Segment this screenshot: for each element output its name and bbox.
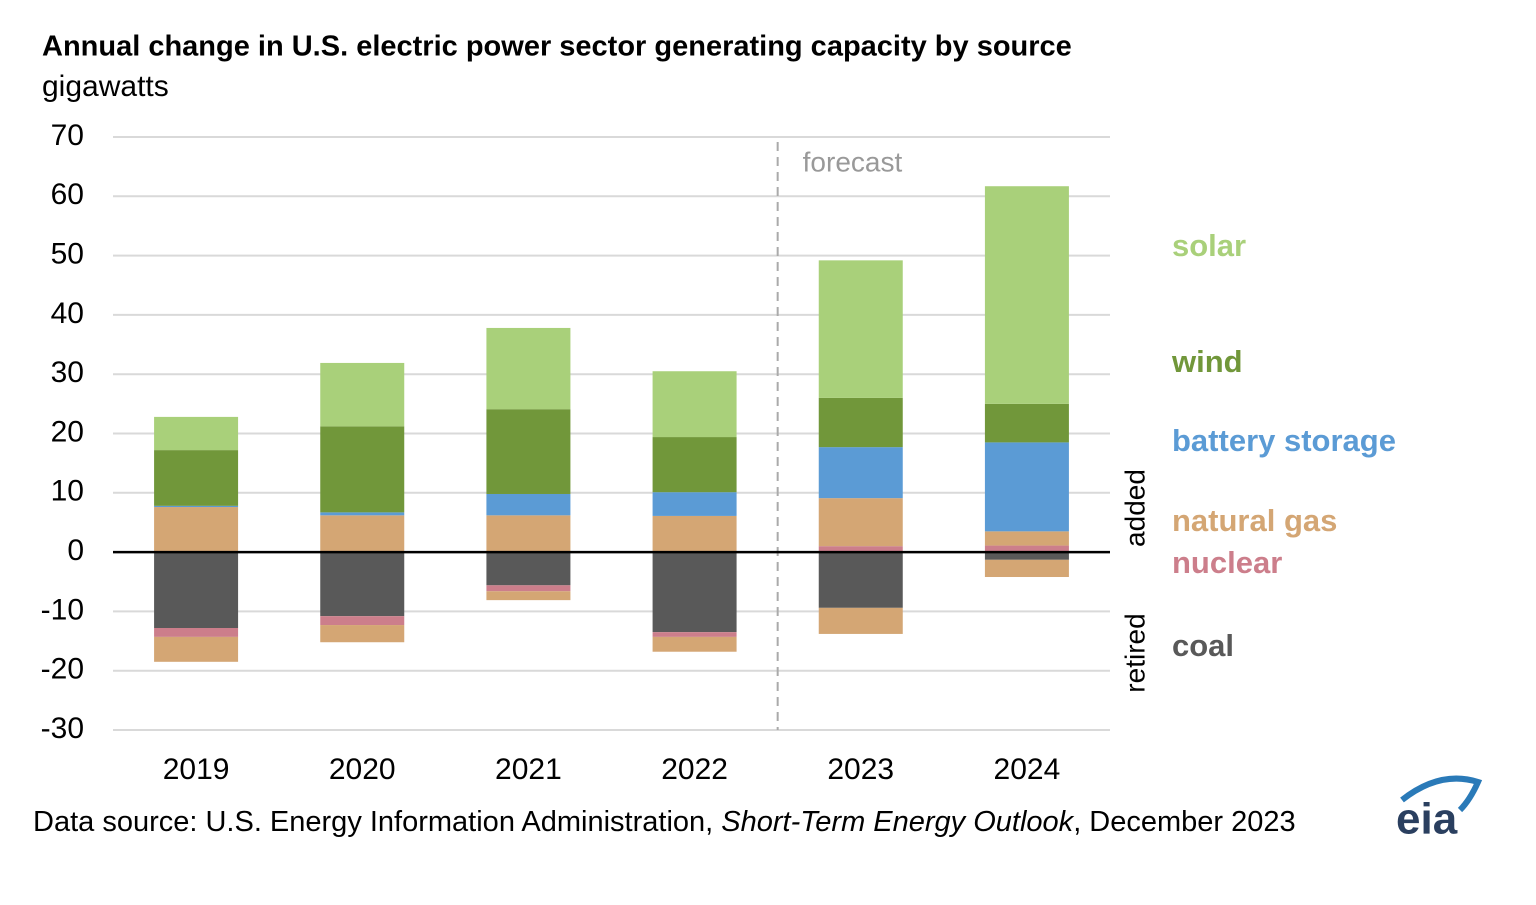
bar-segment	[154, 507, 239, 553]
logo: eia	[1396, 795, 1458, 844]
y-tick-label: 20	[51, 415, 84, 448]
bar-segment	[818, 397, 903, 448]
chart-subtitle: gigawatts	[42, 70, 169, 103]
y-tick-label: 30	[51, 356, 84, 389]
bar-segment	[154, 505, 239, 508]
forecast-label: forecast	[803, 146, 903, 177]
legend-label: solar	[1172, 228, 1246, 263]
x-tick-label: 2020	[329, 753, 396, 786]
legend-label: coal	[1172, 628, 1234, 663]
y-tick-label: -10	[41, 593, 84, 626]
bar-segment	[652, 437, 737, 493]
bar-segment	[984, 559, 1069, 578]
bar-segment	[984, 403, 1069, 443]
bar-segment	[652, 371, 737, 438]
bar-segment	[652, 552, 737, 633]
bar-segment	[154, 636, 239, 662]
bar-segment	[486, 585, 571, 592]
bar-segment	[320, 426, 405, 513]
x-tick-label: 2022	[661, 753, 728, 786]
bar-segment	[486, 493, 571, 516]
bar-segment	[320, 512, 405, 516]
x-tick-label: 2019	[163, 753, 230, 786]
bar-segment	[984, 186, 1069, 404]
bar-segment	[154, 450, 239, 506]
bar-segment	[486, 327, 571, 410]
bar-segment	[652, 492, 737, 516]
source-title: Short-Term Energy Outlook	[721, 806, 1074, 838]
bar-segment	[320, 625, 405, 643]
y-tick-label: 0	[67, 534, 84, 567]
bar-segment	[154, 552, 239, 629]
source-prefix: Data source: U.S. Energy Information Adm…	[33, 806, 721, 838]
bar-segment	[486, 591, 571, 601]
bar-segment	[818, 260, 903, 398]
chart-title: Annual change in U.S. electric power sec…	[42, 31, 1072, 63]
bar-segment	[984, 531, 1069, 546]
y-tick-label: -20	[41, 653, 84, 686]
y-tick-label: 50	[51, 238, 84, 271]
source-note: Data source: U.S. Energy Information Adm…	[33, 806, 1296, 838]
bar-segment	[652, 636, 737, 652]
bar-segment	[486, 409, 571, 494]
bar-segment	[320, 616, 405, 626]
legend-label: natural gas	[1172, 503, 1337, 538]
y-tick-label: 10	[51, 475, 84, 508]
bar-segment	[984, 442, 1069, 532]
y-tick-label: 70	[51, 119, 84, 152]
x-tick-label: 2021	[495, 753, 562, 786]
x-tick-label: 2023	[827, 753, 894, 786]
bar-segment	[652, 515, 737, 553]
source-suffix: , December 2023	[1073, 806, 1295, 838]
bar-segment	[320, 515, 405, 553]
bar-segment	[486, 515, 571, 553]
bar-segment	[984, 552, 1069, 560]
bar-segment	[818, 447, 903, 499]
legend-label: battery storage	[1172, 423, 1396, 458]
y-tick-label: 60	[51, 178, 84, 211]
bar-segment	[486, 552, 571, 586]
legend-label: nuclear	[1172, 545, 1282, 580]
y-tick-label: -30	[41, 712, 84, 745]
bar-segment	[320, 552, 405, 617]
bar-segment	[984, 545, 1069, 553]
bar-segment	[320, 362, 405, 427]
bar-segment	[154, 416, 239, 451]
bar-segment	[818, 607, 903, 634]
x-tick-label: 2024	[994, 753, 1061, 786]
added-label: added	[1119, 469, 1150, 547]
legend-label: wind	[1171, 344, 1243, 379]
logo-arc	[1400, 775, 1483, 813]
bar-segment	[154, 628, 239, 637]
bar-segment	[818, 498, 903, 547]
bar-segment	[818, 546, 903, 553]
retired-label: retired	[1119, 613, 1150, 692]
y-tick-label: 40	[51, 297, 84, 330]
bar-segment	[652, 632, 737, 637]
bar-segment	[818, 552, 903, 608]
